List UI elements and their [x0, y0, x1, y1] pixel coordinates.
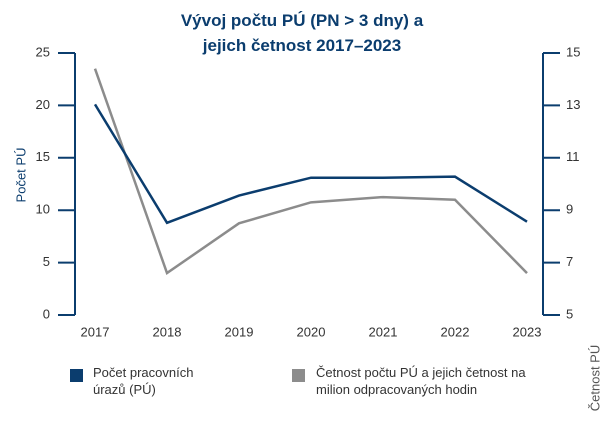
x-tick-label: 2023 [513, 324, 542, 339]
x-tick-label: 2021 [369, 324, 398, 339]
y-tick-label: 0 [43, 306, 50, 321]
y-tick-label: 20 [36, 97, 50, 112]
y2-tick-label: 15 [566, 44, 580, 59]
series-line [93, 68, 528, 276]
y-tick-label: 25 [36, 44, 50, 59]
y2-tick-label: 7 [566, 254, 573, 269]
y-axis-label: Počet PÚ [13, 148, 28, 203]
y-tick-label: 10 [36, 202, 50, 217]
x-tick-label: 2020 [297, 324, 326, 339]
y2-tick-label: 13 [566, 97, 580, 112]
legend-label: Četnost počtu PÚ a jejich četnost na mil… [316, 365, 526, 397]
y-tick-label: 5 [43, 254, 50, 269]
y2-tick-label: 9 [566, 202, 573, 217]
chart-title: Vývoj počtu PÚ (PN > 3 dny) a jejich čet… [180, 11, 424, 55]
legend-swatch [292, 369, 305, 382]
x-tick-label: 2019 [225, 324, 254, 339]
x-tick-label: 2018 [153, 324, 182, 339]
y-tick-label: 15 [36, 149, 50, 164]
legend-swatch [70, 369, 83, 382]
y2-tick-label: 5 [566, 306, 573, 321]
legend-label: Počet pracovních úrazů (PÚ) [93, 365, 194, 397]
x-tick-label: 2017 [81, 324, 110, 339]
series-line [93, 103, 528, 225]
y2-tick-label: 11 [566, 149, 580, 164]
x-tick-label: 2022 [441, 324, 470, 339]
y2-axis-label: Četnost PÚ [587, 345, 602, 411]
